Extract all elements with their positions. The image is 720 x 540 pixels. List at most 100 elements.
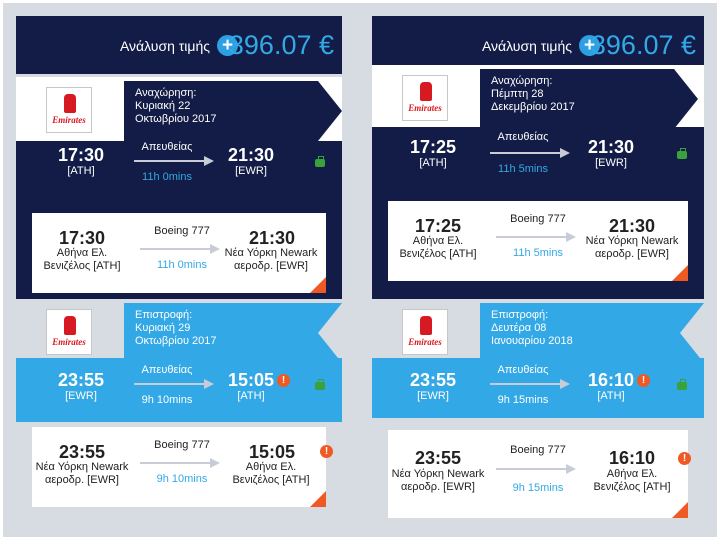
price-header: Ανάλυση τιμής + 396.07 € — [372, 16, 704, 74]
arrow-right-icon — [490, 379, 570, 389]
aircraft-type: Boeing 777 — [510, 213, 566, 225]
detail-departure-time: 17:30 — [58, 228, 106, 248]
emirates-emblem-icon — [420, 316, 432, 335]
departure-time: 17:30 — [57, 145, 105, 165]
detail-arrival-time: 15:05 — [248, 442, 296, 462]
arrow-right-icon — [496, 232, 576, 242]
return-summary[interactable]: 23:55 [EWR] Απευθείας 9h 10mins 15:05 ! … — [16, 358, 342, 422]
airline-logo: Emirates — [402, 75, 448, 121]
ribbon-date-line2: Οκτωβρίου 2017 — [135, 335, 217, 347]
price-breakdown-label[interactable]: Ανάλυση τιμής — [119, 38, 210, 54]
baggage-icon — [315, 156, 325, 167]
detail-arrival-place-line2: Βενιζέλος [ATH] — [593, 481, 671, 493]
ribbon-title: Επιστροφή: — [135, 309, 193, 321]
outbound-header: Emirates Αναχώρηση: Πέμπτη 28 Δεκεμβρίου… — [372, 65, 704, 133]
return-detail-card: 23:55 Νέα Υόρκη Newark αεροδρ. [EWR] Boe… — [388, 430, 691, 518]
ribbon-title: Αναχώρηση: — [491, 75, 553, 87]
ribbon-title: Επιστροφή: — [491, 309, 549, 321]
total-price: 396.07 € — [228, 30, 334, 60]
flight-duration: 11h 5mins — [498, 163, 548, 175]
ribbon-shape — [124, 303, 342, 363]
detail-duration: 11h 0mins — [157, 259, 207, 271]
arrival-code: [EWR] — [235, 165, 267, 177]
ribbon-date-line2: Δεκεμβρίου 2017 — [491, 101, 575, 113]
return-header: Emirates Επιστροφή: Κυριακή 29 Οκτωβρίου… — [16, 299, 342, 367]
detail-arrival-place-line2: αεροδρ. [EWR] — [234, 260, 308, 272]
direct-label: Απευθείας — [497, 131, 549, 143]
outbound-summary[interactable]: 17:30 [ATH] Απευθείας 11h 0mins 21:30 [E… — [16, 141, 342, 205]
outbound-detail-wrap: 17:30 Αθήνα Ελ. Βενιζέλος [ATH] Boeing 7… — [16, 205, 342, 299]
return-header: Emirates Επιστροφή: Δευτέρα 08 Ιανουαρίο… — [372, 299, 704, 367]
outbound-date-ribbon: Αναχώρηση: Κυριακή 22 Οκτωβρίου 2017 — [124, 81, 342, 141]
warning-icon[interactable]: ! — [637, 374, 650, 387]
price-breakdown-label[interactable]: Ανάλυση τιμής — [481, 38, 572, 54]
departure-code: [EWR] — [65, 390, 97, 402]
ribbon-date-line1: Πέμπτη 28 — [491, 88, 544, 100]
flight-duration: 9h 10mins — [141, 394, 193, 406]
emirates-emblem-icon — [420, 82, 432, 101]
arrival-time: 21:30 — [227, 145, 275, 165]
plus-icon[interactable]: + — [579, 35, 600, 56]
outbound-detail-card: 17:25 Αθήνα Ελ. Βενιζέλος [ATH] Boeing 7… — [388, 201, 688, 281]
arrival-code: [ATH] — [597, 390, 625, 402]
arrow-right-icon — [490, 148, 570, 158]
emirates-emblem-icon — [64, 94, 76, 113]
return-date-ribbon: Επιστροφή: Κυριακή 29 Οκτωβρίου 2017 — [124, 303, 342, 363]
detail-departure-place-line1: Νέα Υόρκη Newark — [35, 461, 129, 473]
detail-departure-place-line2: αεροδρ. [EWR] — [45, 474, 119, 486]
detail-arrival-place-line1: Αθήνα Ελ. — [245, 461, 297, 473]
detail-arrival-place-line2: αεροδρ. [EWR] — [595, 248, 669, 260]
return-detail-wrap: 23:55 Νέα Υόρκη Newark αεροδρ. [EWR] Boe… — [372, 418, 704, 532]
return-detail-wrap: 23:55 Νέα Υόρκη Newark αεροδρ. [EWR] Boe… — [16, 422, 342, 516]
detail-arrival-place-line1: Νέα Υόρκη Newark — [224, 247, 318, 259]
outbound-detail-card: 17:30 Αθήνα Ελ. Βενιζέλος [ATH] Boeing 7… — [32, 213, 326, 293]
warning-icon[interactable]: ! — [277, 374, 290, 387]
departure-time: 17:25 — [409, 137, 457, 157]
direct-label: Απευθείας — [141, 141, 193, 153]
ribbon-shape — [480, 303, 704, 363]
detail-departure-place-line1: Νέα Υόρκη Newark — [391, 468, 485, 480]
detail-arrival-place-line2: Βενιζέλος [ATH] — [232, 474, 310, 486]
corner-marker — [310, 491, 326, 507]
outbound-summary[interactable]: 17:25 [ATH] Απευθείας 11h 5mins 21:30 [E… — [372, 127, 704, 191]
corner-marker — [310, 277, 326, 293]
airline-logo: Emirates — [402, 309, 448, 355]
ribbon-shape — [124, 81, 342, 141]
return-summary[interactable]: 23:55 [EWR] Απευθείας 9h 15mins 16:10 ! … — [372, 358, 704, 418]
detail-departure-place-line2: Βενιζέλος [ATH] — [43, 260, 121, 272]
corner-marker — [672, 502, 688, 518]
ribbon-date-line2: Οκτωβρίου 2017 — [135, 113, 217, 125]
ribbon-date-line1: Δευτέρα 08 — [491, 322, 547, 334]
warning-icon[interactable]: ! — [320, 445, 333, 458]
arrival-time: 15:05 — [227, 370, 275, 390]
warning-icon[interactable]: ! — [678, 452, 691, 465]
arrival-code: [ATH] — [237, 390, 265, 402]
airline-logo-text: Emirates — [52, 337, 86, 347]
flight-duration: 9h 15mins — [497, 394, 549, 406]
departure-time: 23:55 — [409, 370, 457, 390]
airline-logo-text: Emirates — [408, 337, 442, 347]
arrow-right-icon — [140, 458, 220, 468]
plus-icon[interactable]: + — [217, 35, 238, 56]
departure-code: [EWR] — [417, 390, 449, 402]
airline-logo-text: Emirates — [52, 115, 86, 125]
arrival-time: 21:30 — [587, 137, 635, 157]
aircraft-type: Boeing 777 — [510, 444, 566, 456]
departure-time: 23:55 — [57, 370, 105, 390]
ribbon-date-line2: Ιανουαρίου 2018 — [491, 335, 573, 347]
baggage-icon — [677, 379, 687, 390]
arrow-right-icon — [140, 244, 220, 254]
detail-departure-place-line2: αεροδρ. [EWR] — [401, 481, 475, 493]
airline-logo-text: Emirates — [408, 103, 442, 113]
detail-arrival-time: 21:30 — [248, 228, 296, 248]
total-price: 396.07 € — [590, 30, 696, 60]
detail-departure-time: 23:55 — [58, 442, 106, 462]
aircraft-type: Boeing 777 — [154, 225, 210, 237]
ribbon-shape — [480, 69, 698, 129]
baggage-icon — [315, 379, 325, 390]
flight-duration: 11h 0mins — [142, 171, 192, 183]
arrival-code: [EWR] — [595, 157, 627, 169]
departure-code: [ATH] — [419, 157, 447, 169]
flight-option-card-2[interactable]: Ανάλυση τιμής + 396.07 € Emirates Αναχώρ… — [360, 3, 717, 537]
flight-option-card-1[interactable]: Ανάλυση τιμής + 396.07 € Emirates Αναχώρ… — [3, 3, 360, 537]
